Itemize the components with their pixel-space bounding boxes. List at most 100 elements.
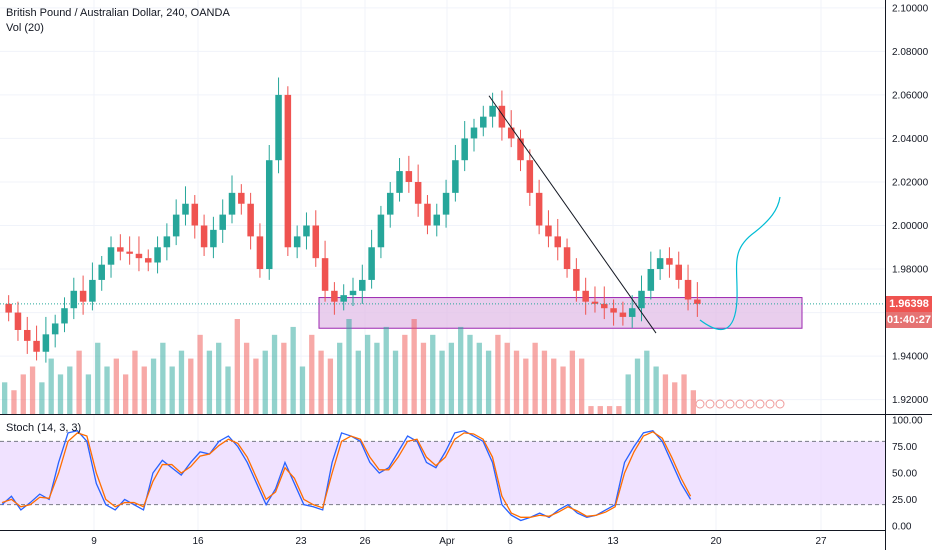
candle-body — [377, 214, 385, 248]
candle-body — [275, 94, 282, 161]
projection-line — [699, 196, 781, 330]
volume-bar — [262, 350, 268, 414]
time-tick-label: 6 — [507, 536, 513, 547]
volume-bar — [206, 350, 213, 414]
candle-body — [545, 225, 552, 237]
volume-bar — [95, 342, 101, 414]
volume-bar — [541, 350, 548, 414]
event-icon — [735, 399, 745, 409]
candle-body — [386, 192, 394, 215]
candle-body — [461, 138, 468, 161]
candle-body — [591, 301, 599, 304]
volume-bar — [188, 358, 194, 414]
event-icon — [695, 399, 705, 409]
candle-body — [507, 127, 515, 139]
candle-body — [79, 290, 87, 302]
volume-bar — [327, 358, 334, 414]
candle-body — [414, 181, 422, 204]
candle-body — [517, 138, 524, 161]
countdown-badge: 01:40:27 — [886, 311, 932, 328]
time-tick-label: 20 — [710, 536, 722, 547]
event-icon — [705, 399, 715, 409]
volume-bar — [420, 342, 427, 414]
chart-header: British Pound / Australian Dollar, 240, … — [6, 6, 230, 36]
candle-body — [638, 290, 645, 309]
volume-bar — [448, 342, 455, 414]
candle-body — [684, 279, 692, 300]
volume-bar — [271, 334, 278, 414]
volume-bar — [281, 342, 287, 414]
candle-body — [470, 127, 478, 139]
time-tick-label: 13 — [607, 536, 619, 547]
candle-body — [359, 279, 366, 291]
volume-label: Vol (20) — [6, 22, 44, 34]
volume-bar — [392, 350, 399, 414]
price-tick-label: 1.94000 — [892, 352, 929, 363]
candle-body — [42, 334, 50, 352]
volume-bar — [11, 390, 17, 414]
volume-bar — [690, 390, 696, 414]
candle-body — [694, 299, 701, 304]
volume-bar — [513, 350, 520, 414]
volume-bar — [606, 406, 613, 414]
volume-bar — [485, 350, 492, 414]
volume-bar — [132, 350, 138, 414]
volume-bar — [2, 382, 8, 414]
volume-bar — [374, 342, 380, 414]
candle-body — [265, 160, 273, 270]
candle-body — [144, 258, 152, 263]
volume-bar — [76, 350, 82, 414]
volume-bar — [85, 374, 92, 414]
candle-body — [563, 247, 571, 270]
volume-bar — [579, 358, 585, 414]
volume-bar — [532, 342, 538, 414]
event-icon — [745, 399, 755, 409]
candle-body — [70, 290, 78, 309]
candle-body — [191, 203, 199, 226]
event-icon — [725, 399, 735, 409]
volume-bar — [113, 358, 119, 414]
candle-body — [601, 303, 608, 309]
candle-body — [238, 192, 245, 204]
candle-body — [582, 290, 589, 302]
stoch-tick-label: 25.00 — [892, 495, 917, 506]
volume-bar — [299, 366, 306, 414]
time-tick-label: 16 — [192, 536, 204, 547]
volume-bar — [39, 382, 45, 414]
stoch-tick-label: 0.00 — [892, 521, 912, 532]
event-icon — [755, 399, 765, 409]
candle-body — [24, 329, 31, 341]
candle-body — [656, 258, 664, 270]
volume-bar — [104, 366, 110, 414]
volume-bar — [141, 366, 147, 414]
candle-body — [247, 203, 254, 237]
volume-bar — [48, 358, 54, 414]
stoch-tick-label: 50.00 — [892, 469, 917, 480]
volume-bar — [309, 334, 315, 414]
candle-body — [535, 192, 543, 226]
candle-body — [628, 308, 636, 317]
price-tick-label: 1.98000 — [892, 265, 929, 276]
volume-bar — [644, 350, 650, 414]
volume-bar — [318, 350, 324, 414]
candle-body — [489, 105, 496, 117]
candle-body — [321, 258, 329, 291]
volume-bar — [169, 366, 175, 414]
event-icon — [775, 399, 785, 409]
candle-body — [526, 160, 534, 193]
candle-body — [349, 290, 357, 296]
volume-bar — [225, 366, 231, 414]
volume-bar — [364, 334, 371, 414]
volume-bar — [122, 374, 129, 414]
candle-body — [610, 308, 617, 313]
candle-body — [442, 192, 450, 215]
candle-body — [619, 312, 627, 317]
stoch-tick-label: 75.00 — [892, 442, 917, 453]
candle-body — [219, 214, 226, 230]
volume-bar — [467, 334, 473, 414]
volume-bar — [243, 342, 250, 414]
candle-body — [647, 269, 655, 291]
current-price-badge: 1.96398 — [886, 295, 932, 312]
volume-bar — [458, 326, 464, 414]
